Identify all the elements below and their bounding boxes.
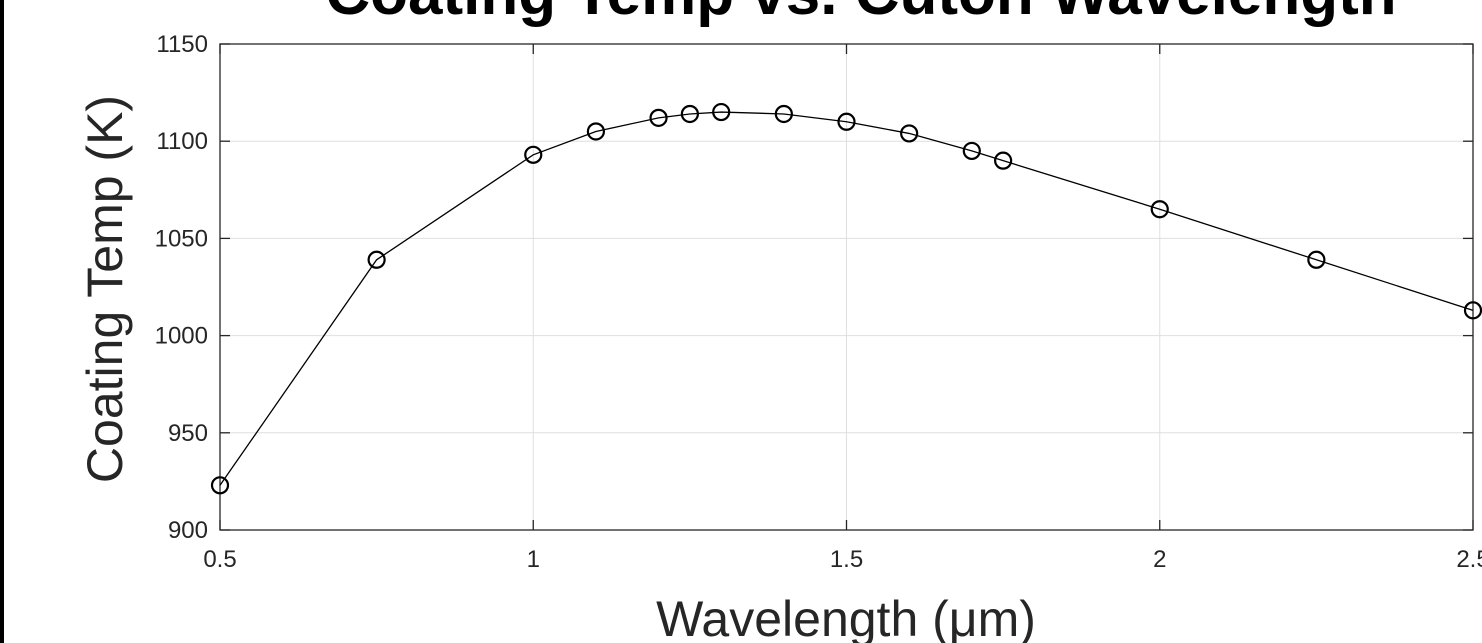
data-point <box>900 124 919 143</box>
y-axis-title: Coating Temp (K) <box>77 95 133 483</box>
y-tick-label: 950 <box>168 420 208 447</box>
data-point <box>712 102 731 122</box>
x-tick-label: 0.5 <box>203 546 236 573</box>
data-point <box>1463 301 1482 320</box>
data-point <box>680 104 699 124</box>
x-tick-label: 2 <box>1153 546 1166 573</box>
grid <box>219 43 1474 531</box>
series-line <box>219 111 1474 486</box>
data-point <box>367 250 386 269</box>
data-point <box>1307 250 1326 269</box>
x-tick-label: 1.5 <box>830 546 863 573</box>
y-tick-label: 1000 <box>155 323 208 350</box>
data-point <box>774 104 793 124</box>
data-series <box>210 102 1482 495</box>
x-tick-label: 1 <box>527 546 540 573</box>
x-axis: 0.5 1 1.5 2 2.5 <box>203 44 1482 573</box>
data-point <box>210 476 230 495</box>
x-tick-label: 2.5 <box>1456 546 1482 573</box>
data-point <box>586 122 606 141</box>
data-point <box>1150 200 1169 219</box>
data-point <box>837 112 856 131</box>
y-tick-label: 1050 <box>155 225 208 252</box>
y-tick-label: 1100 <box>156 128 208 155</box>
data-point <box>994 151 1013 170</box>
chart-title: Coating Temp vs. Cuton Wavelength <box>325 0 1396 28</box>
x-axis-title: Wavelength (μm) <box>656 591 1036 643</box>
y-axis: 900 950 1000 1050 1100 1150 <box>155 31 1473 544</box>
data-point <box>649 108 668 127</box>
data-point <box>524 145 543 164</box>
y-tick-label: 900 <box>168 517 208 544</box>
line-chart: Coating Temp vs. Cuton Wavelength 0.5 1 1.… <box>77 0 1482 643</box>
y-tick-label: 1150 <box>156 31 208 58</box>
data-point <box>962 141 981 161</box>
